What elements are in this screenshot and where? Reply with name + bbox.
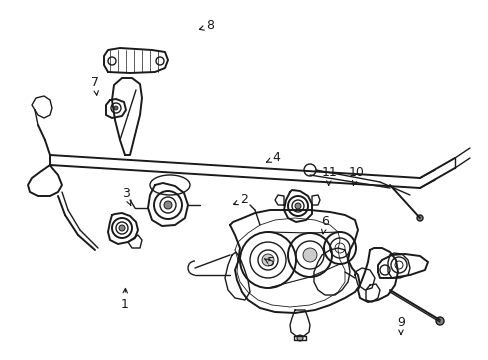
Circle shape [435,317,443,325]
Text: 9: 9 [396,316,404,335]
Text: 6: 6 [321,215,328,234]
Text: 11: 11 [321,166,336,185]
Circle shape [296,335,303,341]
Text: 1: 1 [121,288,128,311]
Circle shape [114,106,118,110]
Text: 10: 10 [348,166,364,185]
Text: 2: 2 [233,193,248,206]
Circle shape [416,215,422,221]
Circle shape [163,201,172,209]
Text: 3: 3 [122,187,131,206]
Text: 4: 4 [266,151,280,164]
Circle shape [294,203,301,209]
Circle shape [262,254,273,266]
Circle shape [303,248,316,262]
Text: 7: 7 [91,76,99,95]
Text: 5: 5 [264,256,275,269]
Circle shape [119,225,125,231]
Text: 8: 8 [199,19,214,32]
